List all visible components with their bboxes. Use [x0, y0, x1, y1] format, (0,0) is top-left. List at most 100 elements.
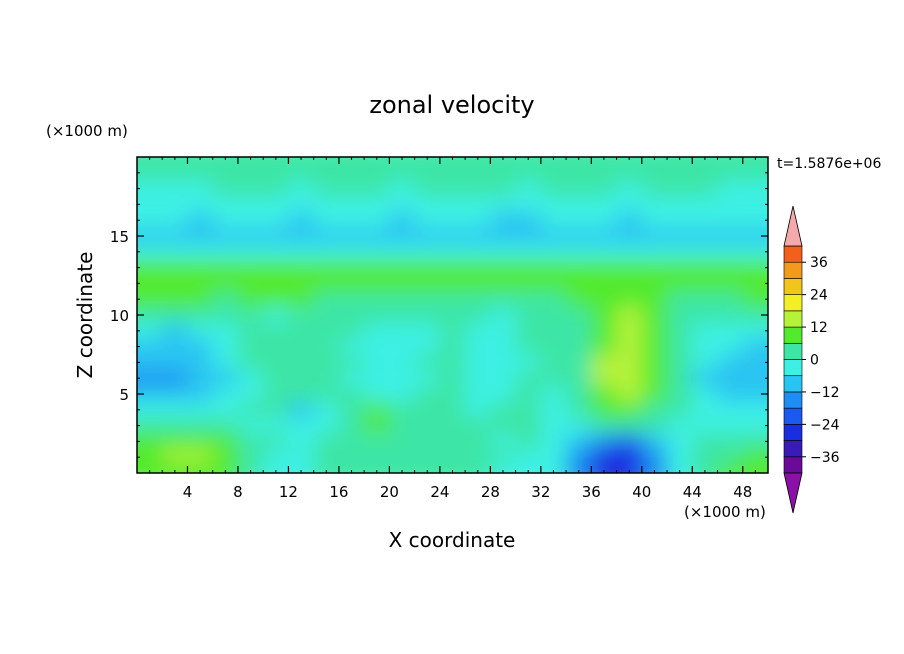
field-cell: [540, 338, 567, 355]
field-cell: [212, 386, 239, 403]
field-cell: [364, 259, 390, 276]
field-cell: [515, 180, 542, 197]
field-cell: [364, 401, 390, 419]
field-cell: [465, 354, 491, 371]
field-cell: [187, 386, 214, 403]
field-cell: [667, 259, 693, 276]
field-cell: [490, 259, 517, 276]
field-cell: [641, 212, 668, 229]
field-cell: [616, 449, 643, 464]
field-cell: [439, 386, 466, 403]
field-cell: [591, 243, 618, 261]
field-cell: [288, 196, 315, 213]
field-cell: [187, 275, 214, 292]
field-cell: [692, 449, 719, 464]
field-cell: [237, 157, 264, 182]
field-cell: [212, 243, 239, 261]
field-cell: [717, 370, 744, 387]
field-cell: [137, 338, 163, 355]
field-cell: [263, 322, 289, 340]
field-cell: [212, 338, 239, 355]
field-cell: [389, 433, 416, 450]
field-cell: [490, 196, 517, 213]
field-cell: [692, 462, 719, 473]
field-cell: [212, 259, 239, 276]
velocity-field: [137, 157, 768, 473]
field-cell: [389, 322, 416, 340]
field-cell: [465, 401, 491, 419]
field-cell: [439, 322, 466, 340]
field-cell: [162, 386, 188, 403]
field-cell: [717, 212, 744, 229]
field-cell: [490, 180, 517, 197]
field-cell: [566, 449, 592, 464]
field-cell: [212, 449, 239, 464]
field-cell: [667, 370, 693, 387]
field-cell: [717, 228, 744, 245]
field-cell: [313, 322, 340, 340]
field-cell: [237, 322, 264, 340]
field-cell: [137, 196, 163, 213]
field-cell: [616, 433, 643, 450]
field-cell: [237, 291, 264, 308]
field-cell: [540, 370, 567, 387]
x-axis-ticks: 4 8 12 16 20 24 28 32 36 40 44 48: [149, 157, 756, 501]
field-cell: [490, 228, 517, 245]
field-cell: [591, 370, 618, 387]
field-cell: [515, 322, 542, 340]
y-axis-ticks: 5 10 15: [110, 172, 768, 458]
field-cell: [717, 180, 744, 197]
field-cell: [439, 462, 466, 473]
field-cell: [313, 462, 340, 473]
field-cell: [540, 354, 567, 371]
x-tick-label: 24: [430, 483, 449, 501]
colorbar-tick-label: −24: [810, 417, 840, 433]
field-cell: [313, 243, 340, 261]
field-cell: [288, 275, 315, 292]
field-cell: [465, 196, 491, 213]
field-cell: [692, 401, 719, 419]
colorbar-tick-label: −36: [810, 450, 840, 466]
field-cell: [591, 354, 618, 371]
field-cell: [288, 259, 315, 276]
field-cell: [490, 386, 517, 403]
field-cell: [414, 462, 441, 473]
field-cell: [237, 401, 264, 419]
field-cell: [490, 243, 517, 261]
field-cell: [237, 417, 264, 434]
field-cell: [137, 275, 163, 292]
field-cell: [667, 275, 693, 292]
field-cell: [667, 307, 693, 324]
y-tick-label: 15: [110, 228, 129, 246]
field-cell: [414, 157, 441, 182]
field-cell: [591, 386, 618, 403]
field-cell: [263, 259, 289, 276]
field-cell: [717, 417, 744, 434]
field-cell: [263, 386, 289, 403]
field-cell: [439, 212, 466, 229]
field-cell: [742, 462, 768, 473]
field-cell: [187, 228, 214, 245]
field-cell: [338, 462, 365, 473]
field-cell: [742, 433, 768, 450]
field-cell: [263, 243, 289, 261]
field-cell: [465, 386, 491, 403]
field-cell: [137, 354, 163, 371]
field-cell: [313, 401, 340, 419]
field-cell: [667, 180, 693, 197]
field-cell: [162, 462, 188, 473]
field-cell: [439, 259, 466, 276]
field-cell: [364, 291, 390, 308]
field-cell: [566, 275, 592, 292]
field-cell: [439, 196, 466, 213]
field-cell: [742, 196, 768, 213]
field-cell: [288, 433, 315, 450]
field-cell: [717, 401, 744, 419]
field-cell: [338, 307, 365, 324]
field-cell: [187, 462, 214, 473]
field-cell: [162, 370, 188, 387]
field-cell: [288, 462, 315, 473]
field-cell: [389, 386, 416, 403]
field-cell: [641, 243, 668, 261]
